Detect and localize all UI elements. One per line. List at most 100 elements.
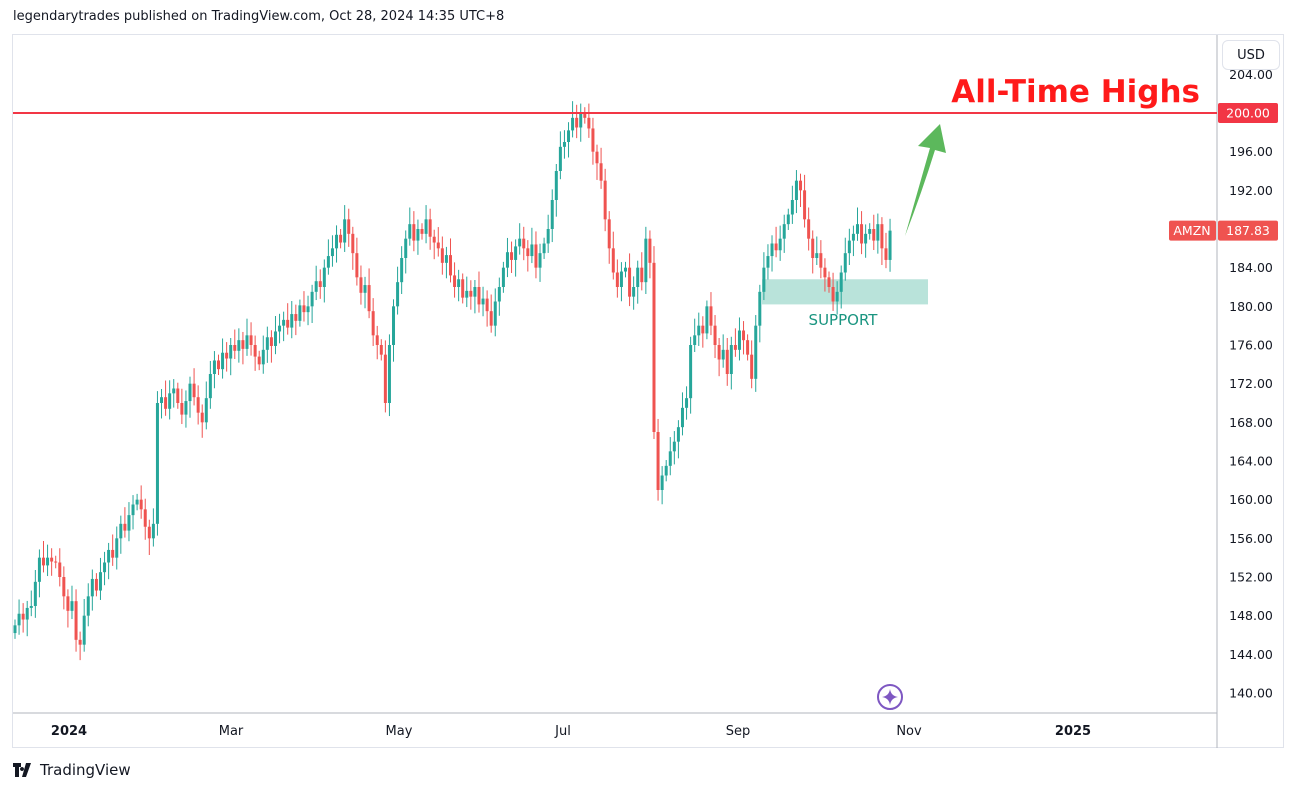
time-tick-label: Nov <box>896 724 922 739</box>
candle-down <box>522 238 526 249</box>
candle-down <box>176 388 180 404</box>
candle-up <box>567 130 571 143</box>
currency-button[interactable]: USD <box>1222 40 1280 70</box>
candle-up <box>538 253 542 268</box>
support-zone <box>762 279 928 305</box>
candle-down <box>339 234 343 243</box>
candle-up <box>237 340 241 351</box>
candle-up <box>212 360 216 375</box>
candle-down <box>831 287 835 302</box>
candle-up <box>762 267 766 292</box>
candle-down <box>607 219 611 249</box>
candle-down <box>139 499 143 510</box>
candle-down <box>249 335 253 346</box>
price-tick-label: 184.00 <box>1229 260 1273 275</box>
candle-down <box>701 325 705 334</box>
candle-up <box>98 572 102 591</box>
candle-down <box>66 596 70 611</box>
candle-up <box>697 325 701 336</box>
candle-up <box>868 229 872 234</box>
candle-down <box>253 345 257 357</box>
time-tick-label: 2024 <box>51 724 87 739</box>
candle-up <box>188 383 192 402</box>
candle-up <box>261 349 265 365</box>
price-tick-label: 172.00 <box>1229 376 1273 391</box>
candle-up <box>668 451 672 466</box>
candle-down <box>286 319 290 328</box>
candle-down <box>41 557 45 566</box>
candle-up <box>25 607 29 620</box>
candle-down <box>819 253 823 268</box>
candle-up <box>168 393 172 409</box>
candle-up <box>542 243 546 254</box>
candle-down <box>880 224 884 249</box>
candle-up <box>689 345 693 399</box>
candle-down <box>615 272 619 288</box>
candle-down <box>257 356 261 365</box>
candle-up <box>624 267 627 272</box>
candle-up <box>876 224 880 241</box>
candle-down <box>469 290 473 297</box>
candle-up <box>758 291 762 326</box>
candle-down <box>412 224 416 241</box>
candle-up <box>790 200 794 215</box>
candle-up <box>184 401 188 415</box>
candle-up <box>664 465 668 476</box>
candle-up <box>363 285 367 293</box>
candle-up <box>571 117 575 131</box>
candle-up <box>330 248 334 257</box>
candle-up <box>754 325 758 379</box>
candle-up <box>46 557 50 566</box>
price-tick-label: 204.00 <box>1229 67 1273 82</box>
candle-up <box>473 287 477 297</box>
price-tick-label: 168.00 <box>1229 415 1273 430</box>
last-price-badge <box>1218 220 1278 241</box>
candle-up <box>82 615 86 645</box>
candle-up <box>444 255 448 263</box>
candle-up <box>273 331 277 346</box>
candle-down <box>652 262 656 433</box>
candle-down <box>595 151 599 164</box>
tradingview-logo[interactable]: TradingView <box>13 761 131 779</box>
price-tick-label: 196.00 <box>1229 144 1273 159</box>
candle-down <box>355 253 359 278</box>
candle-down <box>359 277 363 293</box>
candle-up <box>660 475 664 491</box>
candle-up <box>343 219 347 243</box>
time-tick-label: Sep <box>726 724 751 739</box>
price-tick-label: 152.00 <box>1229 570 1273 585</box>
price-tick-label: 164.00 <box>1229 454 1273 469</box>
candle-down <box>510 252 514 260</box>
all-time-highs-label: All-Time Highs <box>951 74 1200 110</box>
candle-down <box>440 248 444 263</box>
candle-up <box>135 499 139 505</box>
candle-down <box>448 255 452 276</box>
candle-down <box>648 238 652 263</box>
chart-frame <box>12 34 1284 748</box>
candle-up <box>680 407 684 428</box>
candle-down <box>884 248 888 260</box>
candle-down <box>453 275 457 288</box>
candle-up <box>278 325 282 332</box>
candle-up <box>107 549 111 563</box>
candle-up <box>208 374 212 399</box>
candle-down <box>823 267 827 278</box>
candle-down <box>62 577 66 597</box>
support-label: SUPPORT <box>809 311 879 329</box>
candle-up <box>554 171 558 201</box>
candle-up <box>29 606 33 608</box>
candle-up <box>131 504 135 516</box>
candle-up <box>424 219 428 234</box>
candle-down <box>827 277 831 288</box>
candle-down <box>461 279 465 298</box>
candle-down <box>123 523 127 531</box>
candle-up <box>396 282 400 307</box>
candle-down <box>379 345 383 355</box>
candle-up <box>636 267 640 288</box>
candle-down <box>725 349 729 375</box>
candle-up <box>493 301 497 326</box>
candle-down <box>351 233 355 254</box>
brand-name: TradingView <box>40 761 131 779</box>
candle-up <box>127 515 131 531</box>
